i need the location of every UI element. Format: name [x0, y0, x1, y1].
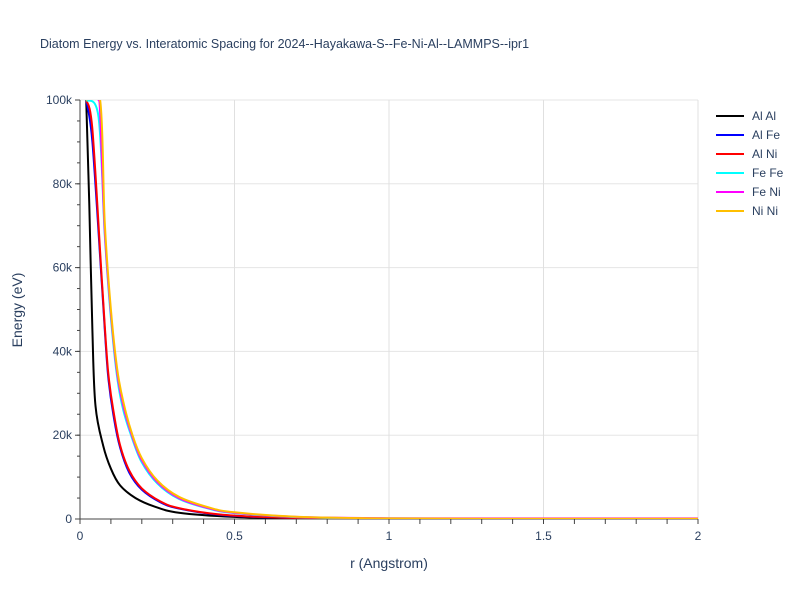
legend-label: Ni Ni — [752, 203, 778, 218]
x-tick-label: 1 — [386, 529, 393, 543]
y-axis-title: Energy (eV) — [9, 273, 25, 348]
legend-item-ni-ni[interactable]: Ni Ni — [716, 201, 783, 220]
y-axis: 0 20k 40k 60k 80k 100k — [46, 93, 80, 526]
legend-swatch-icon — [716, 209, 744, 212]
series-line-al-fe[interactable] — [85, 100, 698, 519]
y-tick-label: 20k — [53, 428, 73, 442]
legend-swatch-icon — [716, 133, 744, 136]
y-tick-label: 40k — [53, 344, 73, 358]
legend-swatch-icon — [716, 114, 744, 117]
legend-label: Al Fe — [752, 127, 781, 142]
x-tick-label: 2 — [695, 529, 702, 543]
y-tick-label: 80k — [53, 177, 73, 191]
legend-item-fe-fe[interactable]: Fe Fe — [716, 163, 783, 182]
series-line-al-al[interactable] — [85, 100, 698, 519]
chart-title: Diatom Energy vs. Interatomic Spacing fo… — [40, 37, 530, 51]
series-lines — [85, 91, 699, 519]
legend-item-al-al[interactable]: Al Al — [716, 106, 783, 125]
y-tick-label: 100k — [46, 93, 73, 107]
legend-label: Al Al — [752, 108, 777, 123]
legend-item-al-ni[interactable]: Al Ni — [716, 144, 783, 163]
series-line-al-ni[interactable] — [85, 100, 698, 519]
legend-item-al-fe[interactable]: Al Fe — [716, 125, 783, 144]
gridlines — [80, 99, 699, 519]
series-line-ni-ni[interactable] — [86, 91, 698, 519]
x-tick-label: 1.5 — [535, 529, 552, 543]
x-axis-title: r (Angstrom) — [350, 555, 428, 571]
x-tick-label: 0 — [77, 529, 84, 543]
y-tick-label: 60k — [53, 261, 73, 275]
legend-label: Al Ni — [752, 146, 778, 161]
series-line-fe-ni[interactable] — [97, 99, 699, 519]
x-tick-label: 0.5 — [226, 529, 243, 543]
y-tick-label: 0 — [65, 512, 72, 526]
legend: Al Al Al Fe Al Ni Fe Fe Fe Ni Ni Ni — [716, 106, 783, 220]
legend-item-fe-ni[interactable]: Fe Ni — [716, 182, 783, 201]
legend-swatch-icon — [716, 171, 744, 174]
series-line-fe-fe[interactable] — [85, 100, 698, 519]
legend-swatch-icon — [716, 152, 744, 155]
legend-label: Fe Fe — [752, 165, 784, 180]
legend-label: Fe Ni — [752, 184, 781, 199]
legend-swatch-icon — [716, 190, 744, 193]
